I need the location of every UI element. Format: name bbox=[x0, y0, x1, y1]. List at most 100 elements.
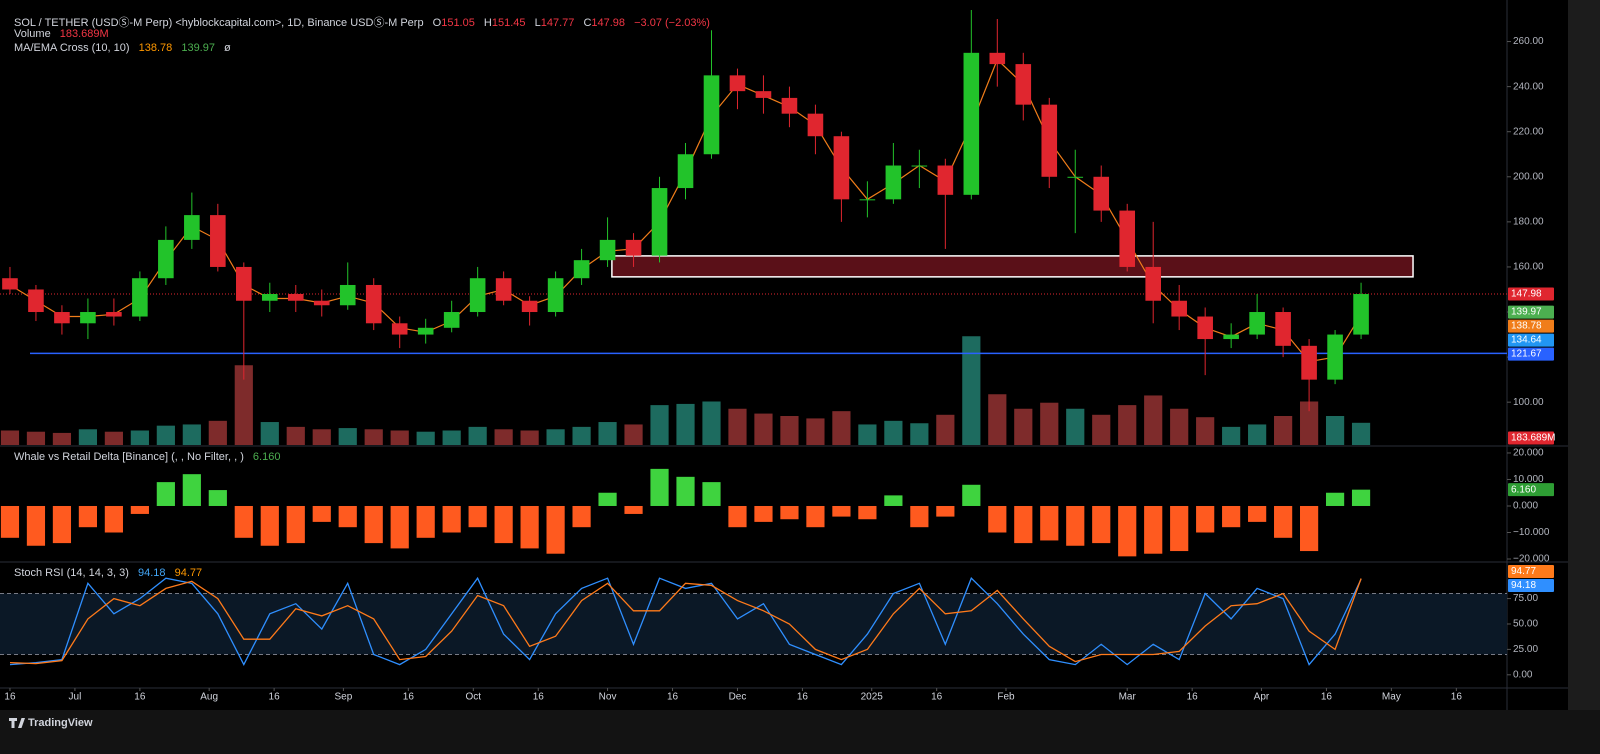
candle-body bbox=[573, 260, 590, 279]
x-tick-label: Aug bbox=[200, 692, 218, 703]
delta-title: Whale vs Retail Delta [Binance] (, , No … bbox=[14, 451, 244, 463]
candle-body bbox=[1093, 176, 1110, 211]
volume-bar bbox=[650, 405, 669, 445]
volume-bar bbox=[312, 429, 331, 445]
candle-body bbox=[963, 52, 980, 195]
volume-bar bbox=[468, 426, 487, 445]
y-tick-label: 180.00 bbox=[1513, 217, 1544, 228]
delta-bar bbox=[520, 505, 539, 549]
delta-bar bbox=[286, 505, 305, 544]
x-tick-label: 16 bbox=[1451, 692, 1463, 703]
y-tick-label: 240.00 bbox=[1513, 81, 1544, 92]
candle-body bbox=[80, 312, 96, 324]
stoch-band bbox=[0, 593, 1507, 655]
ma-value: 138.78 bbox=[138, 42, 173, 54]
candle-body bbox=[54, 312, 70, 324]
volume-bar bbox=[1144, 395, 1163, 445]
candle-body bbox=[1145, 266, 1161, 301]
x-tick-label: Jul bbox=[69, 692, 82, 703]
x-tick-label: Dec bbox=[729, 692, 747, 703]
y-tick-label: 75.00 bbox=[1513, 593, 1538, 604]
volume-bar bbox=[416, 431, 435, 445]
volume-bar bbox=[1040, 402, 1059, 445]
candle-body bbox=[547, 278, 564, 313]
stoch-k-tag: 94.18 bbox=[1511, 580, 1536, 591]
y-tick-label: 10.000 bbox=[1513, 474, 1544, 485]
ma-suffix: ø bbox=[224, 42, 231, 54]
delta-bar bbox=[1222, 505, 1241, 528]
ohlc-value: 147.77 bbox=[540, 17, 575, 29]
ma-label: MA/EMA Cross (10, 10) bbox=[14, 42, 130, 54]
volume-bar bbox=[910, 423, 929, 445]
volume-tag: 183.689M bbox=[1511, 433, 1555, 444]
y-tick-label: 100.00 bbox=[1513, 397, 1544, 408]
delta-tag-bg bbox=[1508, 483, 1554, 497]
candle-body bbox=[28, 289, 44, 313]
legend-ma: MA/EMA Cross (10, 10) 138.78 139.97 ø bbox=[14, 42, 231, 54]
delta-bar bbox=[1066, 505, 1085, 546]
candle-body bbox=[937, 165, 954, 195]
x-tick-label: 16 bbox=[269, 692, 281, 703]
stoch-d-tag-bg bbox=[1508, 564, 1554, 578]
candle-body bbox=[1197, 316, 1213, 340]
volume-bar bbox=[520, 430, 539, 445]
candle-body bbox=[106, 312, 122, 317]
x-tick-label: Oct bbox=[466, 692, 482, 703]
volume-bar bbox=[26, 431, 46, 445]
y-tick-label: −10.000 bbox=[1513, 527, 1550, 538]
x-tick-label: Feb bbox=[997, 692, 1015, 703]
volume-bar bbox=[1325, 416, 1345, 445]
candle-body bbox=[677, 154, 694, 189]
delta-bar bbox=[1248, 505, 1267, 522]
volume-bar bbox=[130, 430, 149, 445]
candle-body bbox=[1327, 334, 1343, 380]
candle-body bbox=[1119, 210, 1136, 267]
change: −3.07 (−2.03%) bbox=[634, 17, 710, 29]
x-tick-label: 16 bbox=[797, 692, 809, 703]
candle-body bbox=[1249, 312, 1265, 335]
delta-bar bbox=[1118, 505, 1137, 557]
x-tick-label: 16 bbox=[1321, 692, 1333, 703]
delta-bar bbox=[806, 505, 825, 528]
x-tick-label: 16 bbox=[931, 692, 943, 703]
y-tick-label: 160.00 bbox=[1513, 262, 1544, 273]
x-tick-label: 16 bbox=[403, 692, 415, 703]
volume-bar bbox=[780, 416, 799, 445]
delta-bar bbox=[546, 505, 565, 554]
candle-body bbox=[469, 278, 486, 313]
delta-bar bbox=[1040, 505, 1059, 541]
x-tick-label: Sep bbox=[335, 692, 353, 703]
volume-bar bbox=[546, 429, 565, 445]
stoch-title: Stoch RSI (14, 14, 3, 3) bbox=[14, 567, 129, 579]
candle-body bbox=[495, 278, 512, 301]
x-tick-label: 2025 bbox=[861, 692, 884, 703]
volume-bar bbox=[884, 420, 903, 445]
y-tick-label: −20.000 bbox=[1513, 554, 1550, 565]
delta-bar bbox=[624, 505, 643, 514]
volume-bar bbox=[572, 426, 591, 445]
volume-bar bbox=[676, 403, 695, 445]
delta-bar bbox=[208, 490, 227, 506]
ma-tag-bg bbox=[1508, 319, 1554, 333]
x-tick-label: Mar bbox=[1119, 692, 1137, 703]
y-tick-label: 200.00 bbox=[1513, 171, 1544, 182]
candle-body bbox=[2, 278, 18, 290]
delta-bar bbox=[598, 492, 617, 506]
ohlc-key: C bbox=[583, 17, 592, 29]
candle-body bbox=[365, 284, 382, 324]
volume-bar bbox=[390, 430, 409, 445]
stoch-k-value: 94.18 bbox=[138, 567, 166, 579]
volume-bar bbox=[1274, 416, 1293, 445]
delta-value: 6.160 bbox=[252, 451, 281, 463]
candle-body bbox=[1301, 345, 1317, 380]
y-tick-label: 20.000 bbox=[1513, 448, 1544, 459]
delta-bar bbox=[0, 505, 20, 538]
delta-bar bbox=[494, 505, 513, 544]
volume-bar bbox=[988, 394, 1007, 445]
candle-body bbox=[210, 215, 226, 267]
ohlc-key: L bbox=[534, 17, 541, 29]
volume-bar bbox=[1300, 401, 1319, 445]
candle-body bbox=[1353, 294, 1369, 335]
delta-bar bbox=[416, 505, 435, 538]
volume-label: Volume bbox=[14, 28, 51, 40]
